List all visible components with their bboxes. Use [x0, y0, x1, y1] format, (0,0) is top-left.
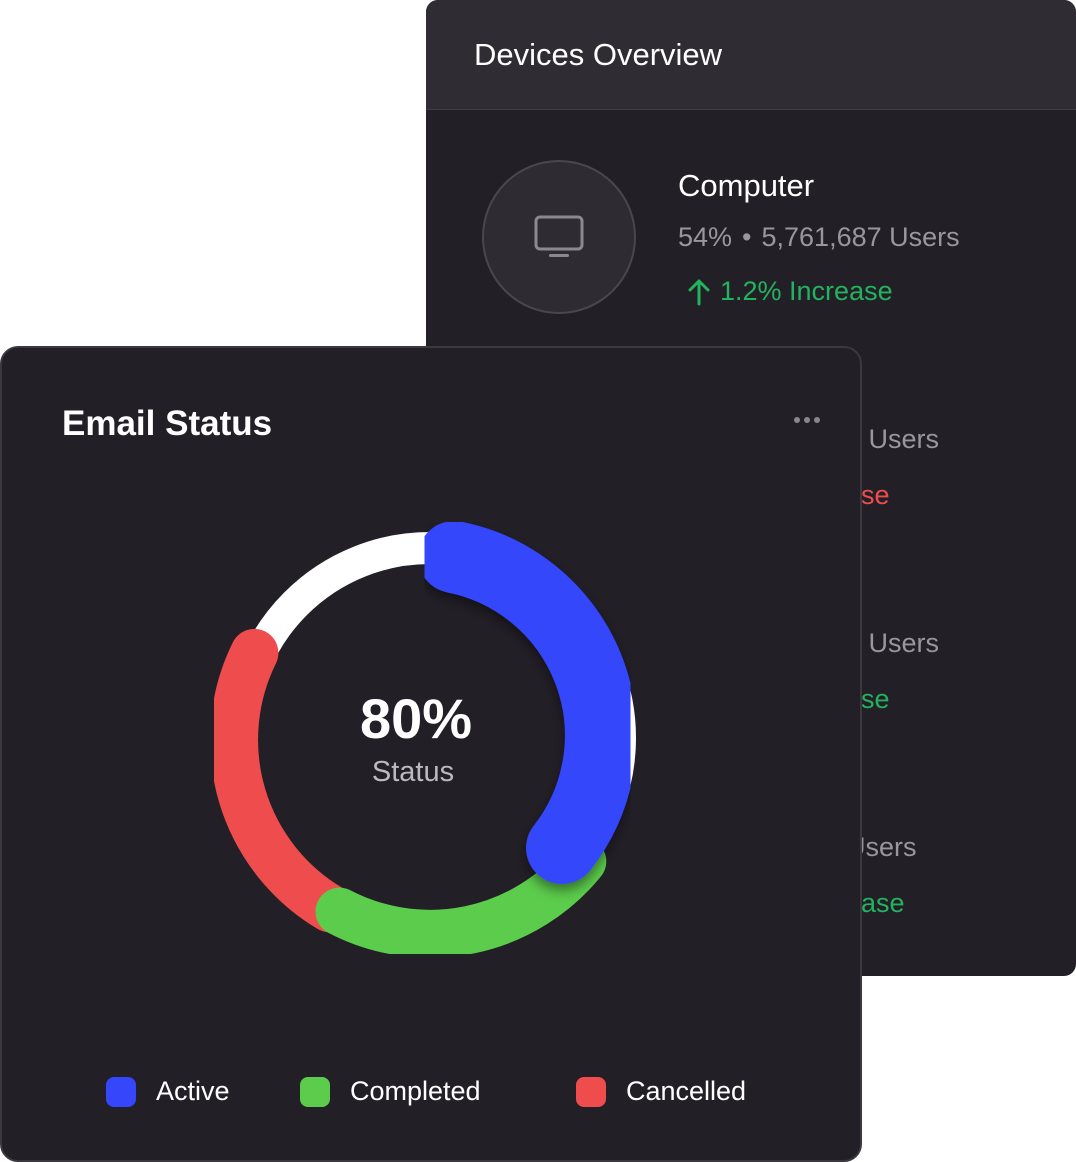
card-title: Email Status	[62, 404, 273, 443]
device-change-label: 1.2% Increase	[720, 276, 893, 306]
email-status-card: Email Status 80% Status Active Completed…	[0, 346, 862, 1162]
status-percent: 80%	[359, 687, 473, 750]
donut-segment-completed	[315, 837, 607, 954]
legend-item-cancelled: Cancelled	[576, 1076, 746, 1107]
device-stats: 54% • 5,761,687 Users	[678, 222, 960, 253]
more-horizontal-icon[interactable]	[794, 414, 828, 426]
device-name: Computer	[678, 168, 815, 203]
legend-item-completed: Completed	[300, 1076, 481, 1107]
device-row-computer: Computer 54% • 5,761,687 Users 1.2% Increa…	[426, 160, 1076, 350]
device-users: 5,761,687 Users	[761, 222, 960, 252]
monitor-icon	[534, 215, 584, 257]
device-change: 1.2% Increase	[688, 276, 893, 307]
device-icon-circle	[482, 160, 636, 314]
donut-segment-cancelled	[214, 628, 354, 933]
separator-dot: •	[742, 222, 752, 252]
devices-header: Devices Overview	[426, 0, 1076, 110]
legend-label-cancelled: Cancelled	[626, 1076, 747, 1106]
status-label: Status	[371, 756, 455, 788]
legend-label-active: Active	[156, 1076, 230, 1106]
donut-segment-active	[418, 522, 637, 884]
legend-swatch-active	[106, 1076, 136, 1107]
devices-title: Devices Overview	[474, 36, 723, 72]
arrow-up-icon	[688, 279, 710, 305]
status-donut-chart	[214, 522, 637, 954]
legend-label-completed: Completed	[350, 1076, 481, 1106]
device-percent: 54%	[678, 222, 733, 252]
legend-swatch-cancelled	[576, 1076, 606, 1107]
legend-swatch-completed	[300, 1076, 330, 1107]
legend-item-active: Active	[106, 1076, 230, 1107]
